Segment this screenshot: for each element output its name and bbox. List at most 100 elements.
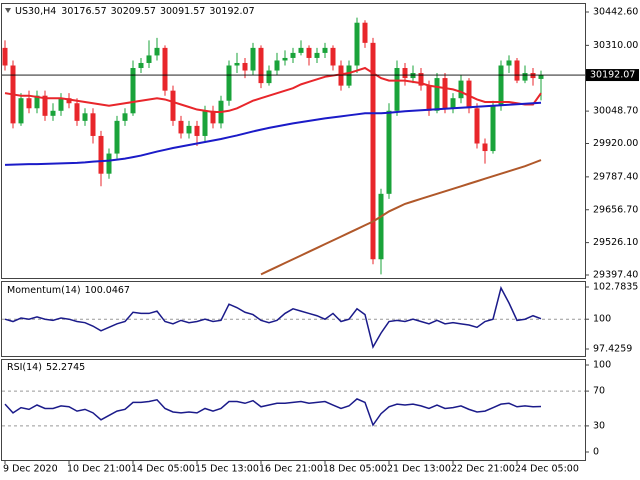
y-tick-label: 29787.40 [593, 171, 638, 182]
candle-body [186, 125, 192, 134]
candle-body [90, 113, 96, 136]
current-price-label: 30192.07 [590, 70, 635, 81]
candle-body [154, 47, 160, 56]
y-tick-label: 29920.00 [593, 138, 638, 149]
candle-body [274, 60, 280, 71]
candle-body [346, 65, 352, 86]
moving-average [260, 159, 542, 276]
candle-body [170, 90, 176, 121]
candle-body [426, 85, 432, 111]
ohlc-header: US30,H4 30176.57 30209.57 30091.57 30192.07 [15, 6, 255, 17]
y-tick-label: 97.4259 [593, 344, 632, 355]
x-tick-label: 10 Dec 21:00 [67, 464, 131, 475]
y-tick-label: 30442.60 [593, 7, 638, 18]
x-tick-label: 9 Dec 2020 [3, 464, 58, 475]
x-tick-label: 21 Dec 13:00 [387, 464, 451, 475]
candle-body [250, 47, 256, 71]
candle-body [50, 110, 56, 116]
indicator-value: 52.2745 [46, 362, 85, 373]
candle-body [290, 52, 296, 58]
candle-body [442, 78, 448, 109]
candle-body [338, 65, 344, 86]
candle-body [362, 22, 368, 43]
y-tick-label: 29397.40 [593, 270, 638, 281]
candle-body [114, 120, 120, 154]
candle-body [490, 105, 496, 152]
symbol: US30,H4 [15, 6, 56, 17]
candle-body [178, 120, 184, 134]
candle-body [162, 47, 168, 91]
candle-body [522, 73, 528, 81]
x-tick-label: 16 Dec 21:00 [259, 464, 323, 475]
last-low: 30091.57 [160, 6, 205, 17]
candle-body [258, 47, 264, 84]
candle-body [266, 70, 272, 84]
moving-average [4, 66, 542, 114]
x-tick-label: 18 Dec 05:00 [323, 464, 387, 475]
candle-body [282, 57, 288, 61]
y-tick-label: 0 [593, 447, 599, 458]
y-tick-label: 30048.70 [593, 106, 638, 117]
candle-body [314, 52, 320, 58]
candle-body [402, 68, 408, 79]
candle-body [34, 95, 40, 109]
indicator-name: RSI(14) [7, 362, 42, 373]
y-tick-label: 70 [593, 386, 605, 397]
candle-body [410, 73, 416, 79]
candle-body [466, 80, 472, 109]
candle-body [226, 65, 232, 101]
x-tick-label: 15 Dec 13:00 [195, 464, 259, 475]
candle-body [530, 73, 536, 79]
y-tick-label: 30 [593, 420, 605, 431]
candle-body [394, 68, 400, 111]
candle-body [538, 75, 544, 79]
candle-body [514, 60, 520, 81]
last-close: 30192.07 [209, 6, 254, 17]
candle-body [98, 135, 104, 174]
candle-body [210, 110, 216, 124]
indicator-value: 100.0467 [85, 285, 130, 296]
candle-body [18, 98, 24, 124]
x-tick-label: 14 Dec 05:00 [131, 464, 195, 475]
candle-body [386, 110, 392, 194]
y-tick-label: 29526.10 [593, 237, 638, 248]
indicator-line [4, 398, 542, 427]
y-tick-label: 29656.70 [593, 204, 638, 215]
candle-body [26, 98, 32, 109]
indicator-line [4, 285, 542, 349]
candle-body [306, 47, 312, 58]
candle-body [2, 47, 8, 66]
candle-body [434, 78, 440, 111]
y-tick-label: 102.7835 [593, 282, 638, 293]
last-high: 30209.57 [111, 6, 156, 17]
momentum-title: Momentum(14) 100.0467 [7, 285, 130, 296]
candle-body [106, 153, 112, 174]
candle-body [418, 73, 424, 86]
candle-body [42, 95, 48, 116]
candle-body [450, 98, 456, 109]
candle-body [122, 113, 128, 121]
price-panel [1, 3, 586, 279]
candle-body [66, 98, 72, 104]
candle-body [146, 55, 152, 63]
rsi-title: RSI(14) 52.2745 [7, 362, 85, 373]
y-tick-label: 100 [593, 314, 611, 325]
current-price-box [586, 69, 639, 82]
candle-body [474, 108, 480, 144]
candle-body [506, 60, 512, 66]
candle-body [322, 47, 328, 53]
y-tick-label: 100 [593, 360, 611, 371]
last-open: 30176.57 [61, 6, 106, 17]
candle-body [242, 62, 248, 71]
indicator-name: Momentum(14) [7, 285, 81, 296]
candle-body [354, 22, 360, 66]
candle-body [82, 113, 88, 121]
candle-body [370, 42, 376, 260]
candle-body [194, 125, 200, 136]
candle-body [58, 98, 64, 111]
y-tick-label: 30310.00 [593, 40, 638, 51]
moving-average [4, 101, 542, 166]
candle-body [130, 68, 136, 114]
